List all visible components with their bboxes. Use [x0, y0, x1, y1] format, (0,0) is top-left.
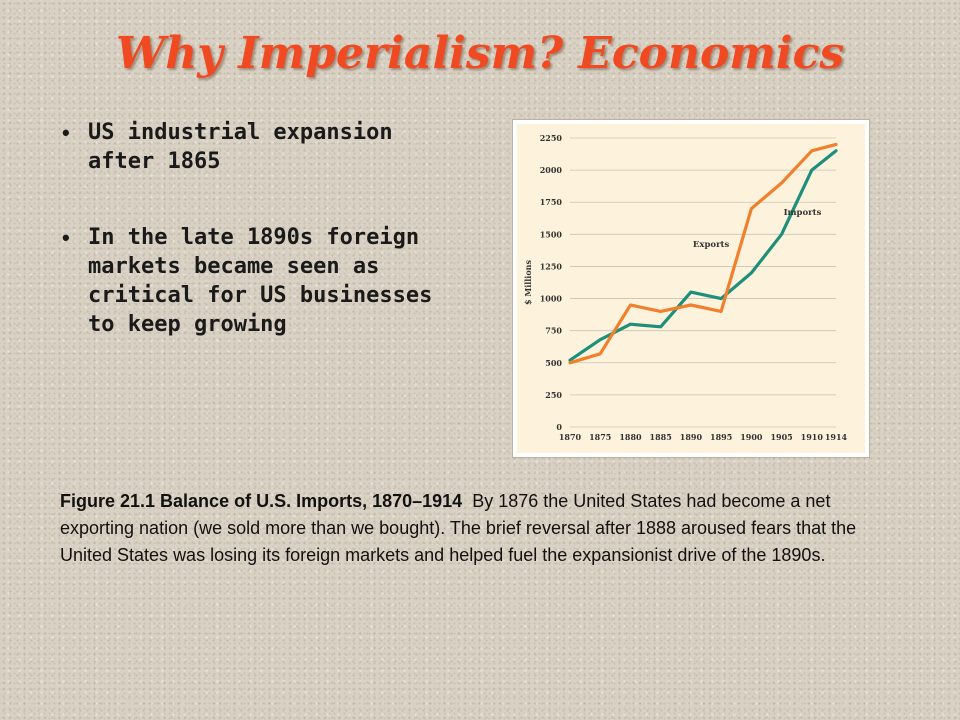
bullet-item: In the late 1890s foreign markets became…	[62, 223, 462, 339]
y-tick-label: 1750	[540, 197, 563, 207]
bullet-list: US industrial expansion after 1865 In th…	[62, 118, 462, 339]
x-tick-label: 1890	[680, 432, 703, 442]
y-tick-label: 500	[545, 358, 562, 368]
y-tick-label: 250	[545, 390, 562, 400]
slide-title: Why Imperialism? Economics	[115, 28, 845, 79]
x-tick-label: 1895	[710, 432, 732, 442]
y-tick-label: 2000	[540, 165, 563, 175]
caption-title: Figure 21.1 Balance of U.S. Imports, 187…	[60, 491, 463, 511]
plot-background	[517, 124, 865, 453]
series-label-exports: Exports	[693, 240, 730, 250]
y-tick-labels: 0 250 500 750 1000 1250 1500 1750 2000 2250	[540, 133, 563, 432]
x-tick-label: 1900	[740, 432, 763, 442]
y-tick-label: 0	[556, 422, 562, 432]
exports-line	[568, 142, 838, 365]
x-tick-label: 1870	[559, 432, 582, 442]
bullet-item: US industrial expansion after 1865	[62, 118, 462, 176]
x-tick-label: 1910	[801, 432, 824, 442]
y-tick-label: 2250	[540, 133, 563, 143]
series-lines	[568, 142, 838, 365]
x-tick-label: 1905	[770, 432, 792, 442]
caption-text: By 1876 the United States had become a n…	[60, 491, 857, 565]
y-axis-label: $ Millions	[523, 260, 533, 306]
x-tick-label: 1885	[650, 432, 672, 442]
figure-caption: Figure 21.1 Balance of U.S. Imports, 187…	[60, 488, 860, 569]
chart-frame: 0 250 500 750 1000 1250 1500 1750 2000 2250 1870 1…	[513, 120, 869, 457]
x-tick-label: 1880	[619, 432, 642, 442]
y-tick-label: 1500	[540, 229, 563, 239]
y-tick-label: 1000	[540, 294, 563, 304]
y-tick-label: 750	[545, 326, 562, 336]
series-label-imports: Imports	[784, 208, 822, 218]
y-tick-label: 1250	[540, 261, 563, 271]
x-tick-labels: 1870 1875 1880 1885 1890 1895 1900 1905 1910 1914	[559, 432, 848, 442]
x-tick-label: 1914	[825, 432, 848, 442]
x-tick-label: 1875	[589, 432, 611, 442]
